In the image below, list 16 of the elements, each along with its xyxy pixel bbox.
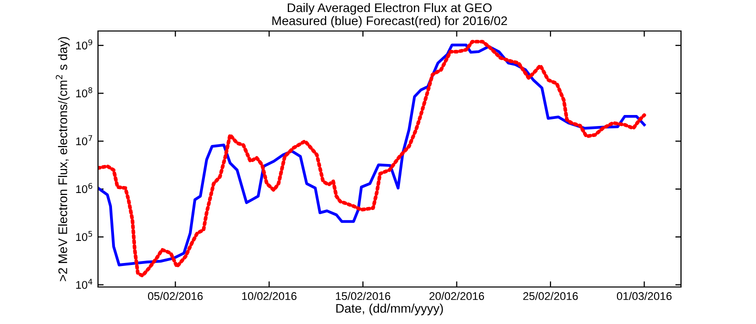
chart-title: Daily Averaged Electron Flux at GEO bbox=[288, 3, 492, 15]
y-tick-label: 10$^{5}$ bbox=[76, 230, 92, 241]
y-tick-label: 10$^{6}$ bbox=[76, 182, 92, 194]
x-tick-label: 01/03/2016 bbox=[616, 292, 672, 300]
x-tick-label: 15/02/2016 bbox=[336, 292, 390, 300]
y-axis-title: >2 MeV Electron Flux, electrons/(cm$^{2}$ s day) bbox=[56, 37, 70, 282]
x-tick-label: 05/02/2016 bbox=[148, 292, 203, 300]
x-tick-label: 25/02/2016 bbox=[523, 292, 578, 300]
y-tick-label: 10$^{9}$ bbox=[76, 39, 92, 50]
x-tick-label: 10/02/2016 bbox=[242, 292, 296, 300]
y-tick-label: 10$^{4}$ bbox=[76, 278, 92, 289]
y-tick-label: 10$^{8}$ bbox=[76, 87, 92, 98]
x-tick-label: 20/02/2016 bbox=[429, 292, 484, 300]
chart-subtitle: Measured (blue) Forecast(red) for 2016/02 bbox=[272, 16, 507, 28]
x-axis-title: Date, (dd/mm/yyyy) bbox=[336, 304, 443, 316]
y-tick-label: 10$^{7}$ bbox=[76, 135, 92, 146]
